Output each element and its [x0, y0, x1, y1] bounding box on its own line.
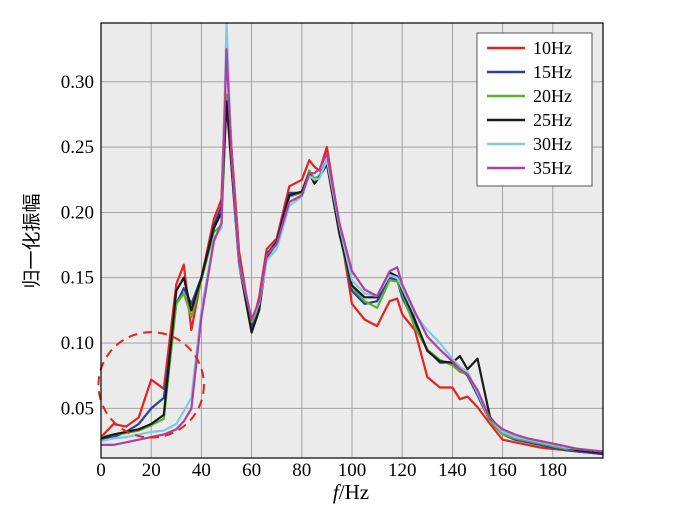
annotation-layer: [97, 331, 205, 439]
series-line-30Hz: [101, 23, 603, 453]
y-tick-labels: 0.05 0.10 0.15 0.20 0.25 0.30: [61, 72, 94, 420]
x-tick-label: 140: [438, 460, 467, 481]
x-tick-label: 60: [242, 460, 261, 481]
y-tick-label: 0.20: [61, 202, 94, 223]
annotation-dashed-circle: [97, 331, 205, 439]
x-tick-labels: 0 20 40 60 80 100 120 140 160 180: [96, 460, 567, 481]
legend-label-20Hz: 20Hz: [533, 86, 572, 106]
legend-label-30Hz: 30Hz: [533, 134, 572, 154]
x-tick-label: 0: [96, 460, 106, 481]
legend-label-35Hz: 35Hz: [533, 158, 572, 178]
x-tick-label: 80: [292, 460, 311, 481]
legend-label-25Hz: 25Hz: [533, 110, 572, 130]
x-tick-label: 120: [388, 460, 417, 481]
x-tick-label: 100: [338, 460, 367, 481]
x-tick-label: 180: [539, 460, 568, 481]
y-tick-label: 0.25: [61, 137, 94, 158]
x-tick-label: 40: [192, 460, 211, 481]
legend-label-10Hz: 10Hz: [533, 38, 572, 58]
series-line-10Hz: [101, 47, 603, 456]
y-axis-label: 归一化振幅: [21, 193, 43, 288]
legend: 10Hz 15Hz 20Hz 25Hz 30Hz 35Hz: [476, 32, 593, 187]
y-tick-label: 0.05: [61, 398, 94, 419]
x-tick-label: 160: [488, 460, 517, 481]
x-axis-label: f/Hz: [333, 480, 369, 504]
y-tick-label: 0.15: [61, 268, 94, 289]
y-tick-label: 0.30: [61, 72, 94, 93]
series-layer: [101, 23, 603, 456]
x-tick-label: 20: [142, 460, 161, 481]
y-tick-label: 0.10: [61, 333, 94, 354]
plot-frame: [100, 22, 604, 459]
series-line-35Hz: [101, 47, 603, 453]
legend-box: [476, 32, 593, 187]
legend-label-15Hz: 15Hz: [533, 62, 572, 82]
